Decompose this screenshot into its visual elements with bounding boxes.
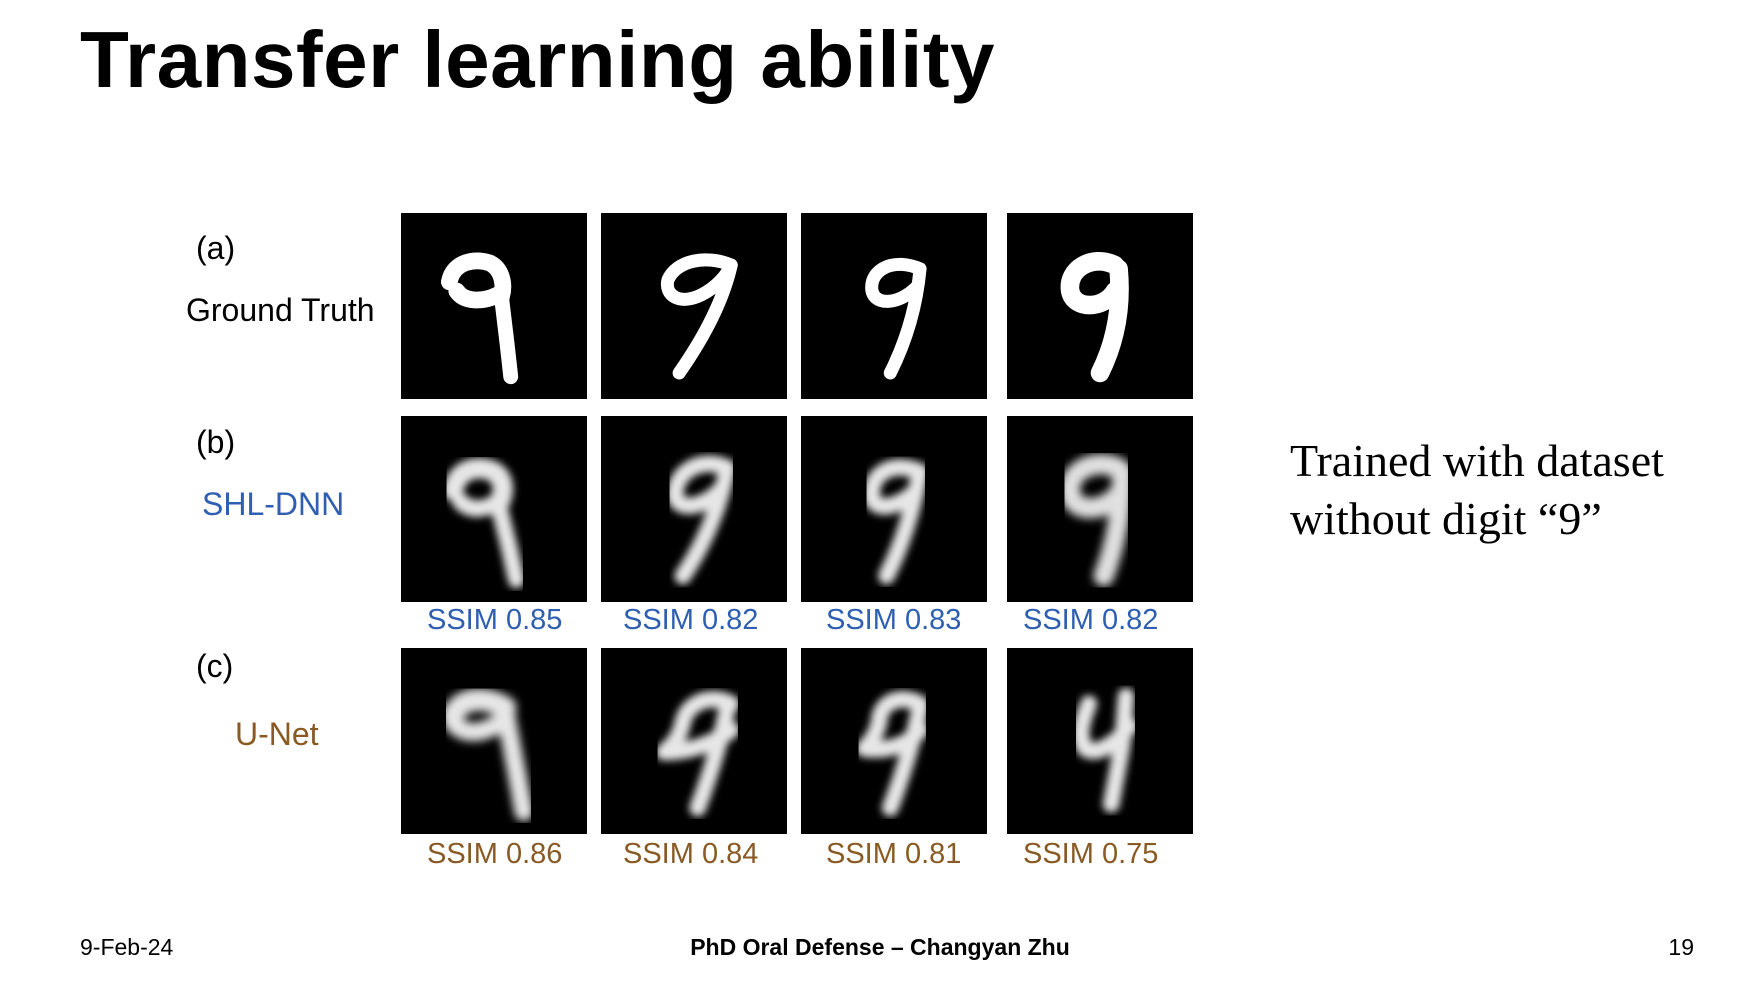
training-note-line-1: Trained with dataset (1290, 435, 1664, 486)
slide-title: Transfer learning ability (80, 15, 995, 104)
footer-date: 9-Feb-24 (80, 934, 174, 960)
training-note: Trained with dataset without digit “9” (1290, 432, 1664, 548)
image-ground-truth-3 (801, 213, 987, 399)
ssim-unet-4: SSIM 0.75 (1023, 838, 1159, 870)
ssim-shl-dnn-2: SSIM 0.82 (623, 604, 759, 636)
image-shl-dnn-2 (601, 416, 787, 602)
image-unet-4 (1007, 648, 1193, 834)
ssim-unet-2: SSIM 0.84 (623, 838, 759, 870)
image-shl-dnn-1 (401, 416, 587, 602)
ssim-shl-dnn-3: SSIM 0.83 (826, 604, 962, 636)
row-c-label: U-Net (235, 716, 319, 752)
image-ground-truth-1 (401, 213, 587, 399)
image-ground-truth-2 (601, 213, 787, 399)
image-ground-truth-4 (1007, 213, 1193, 399)
image-unet-1 (401, 648, 587, 834)
row-a-label: Ground Truth (186, 292, 375, 328)
row-b-tag: (b) (196, 424, 236, 460)
footer-title: PhD Oral Defense – Changyan Zhu (690, 934, 1070, 960)
training-note-line-2: without digit “9” (1290, 493, 1602, 544)
image-unet-2 (601, 648, 787, 834)
row-b-label: SHL-DNN (202, 486, 345, 522)
ssim-unet-3: SSIM 0.81 (826, 838, 962, 870)
ssim-shl-dnn-1: SSIM 0.85 (427, 604, 563, 636)
image-unet-3 (801, 648, 987, 834)
ssim-unet-1: SSIM 0.86 (427, 838, 563, 870)
image-shl-dnn-4 (1007, 416, 1193, 602)
image-shl-dnn-3 (801, 416, 987, 602)
footer-page-number: 19 (1668, 934, 1694, 960)
ssim-shl-dnn-4: SSIM 0.82 (1023, 604, 1159, 636)
row-a-tag: (a) (196, 230, 236, 266)
row-c-tag: (c) (196, 648, 234, 684)
